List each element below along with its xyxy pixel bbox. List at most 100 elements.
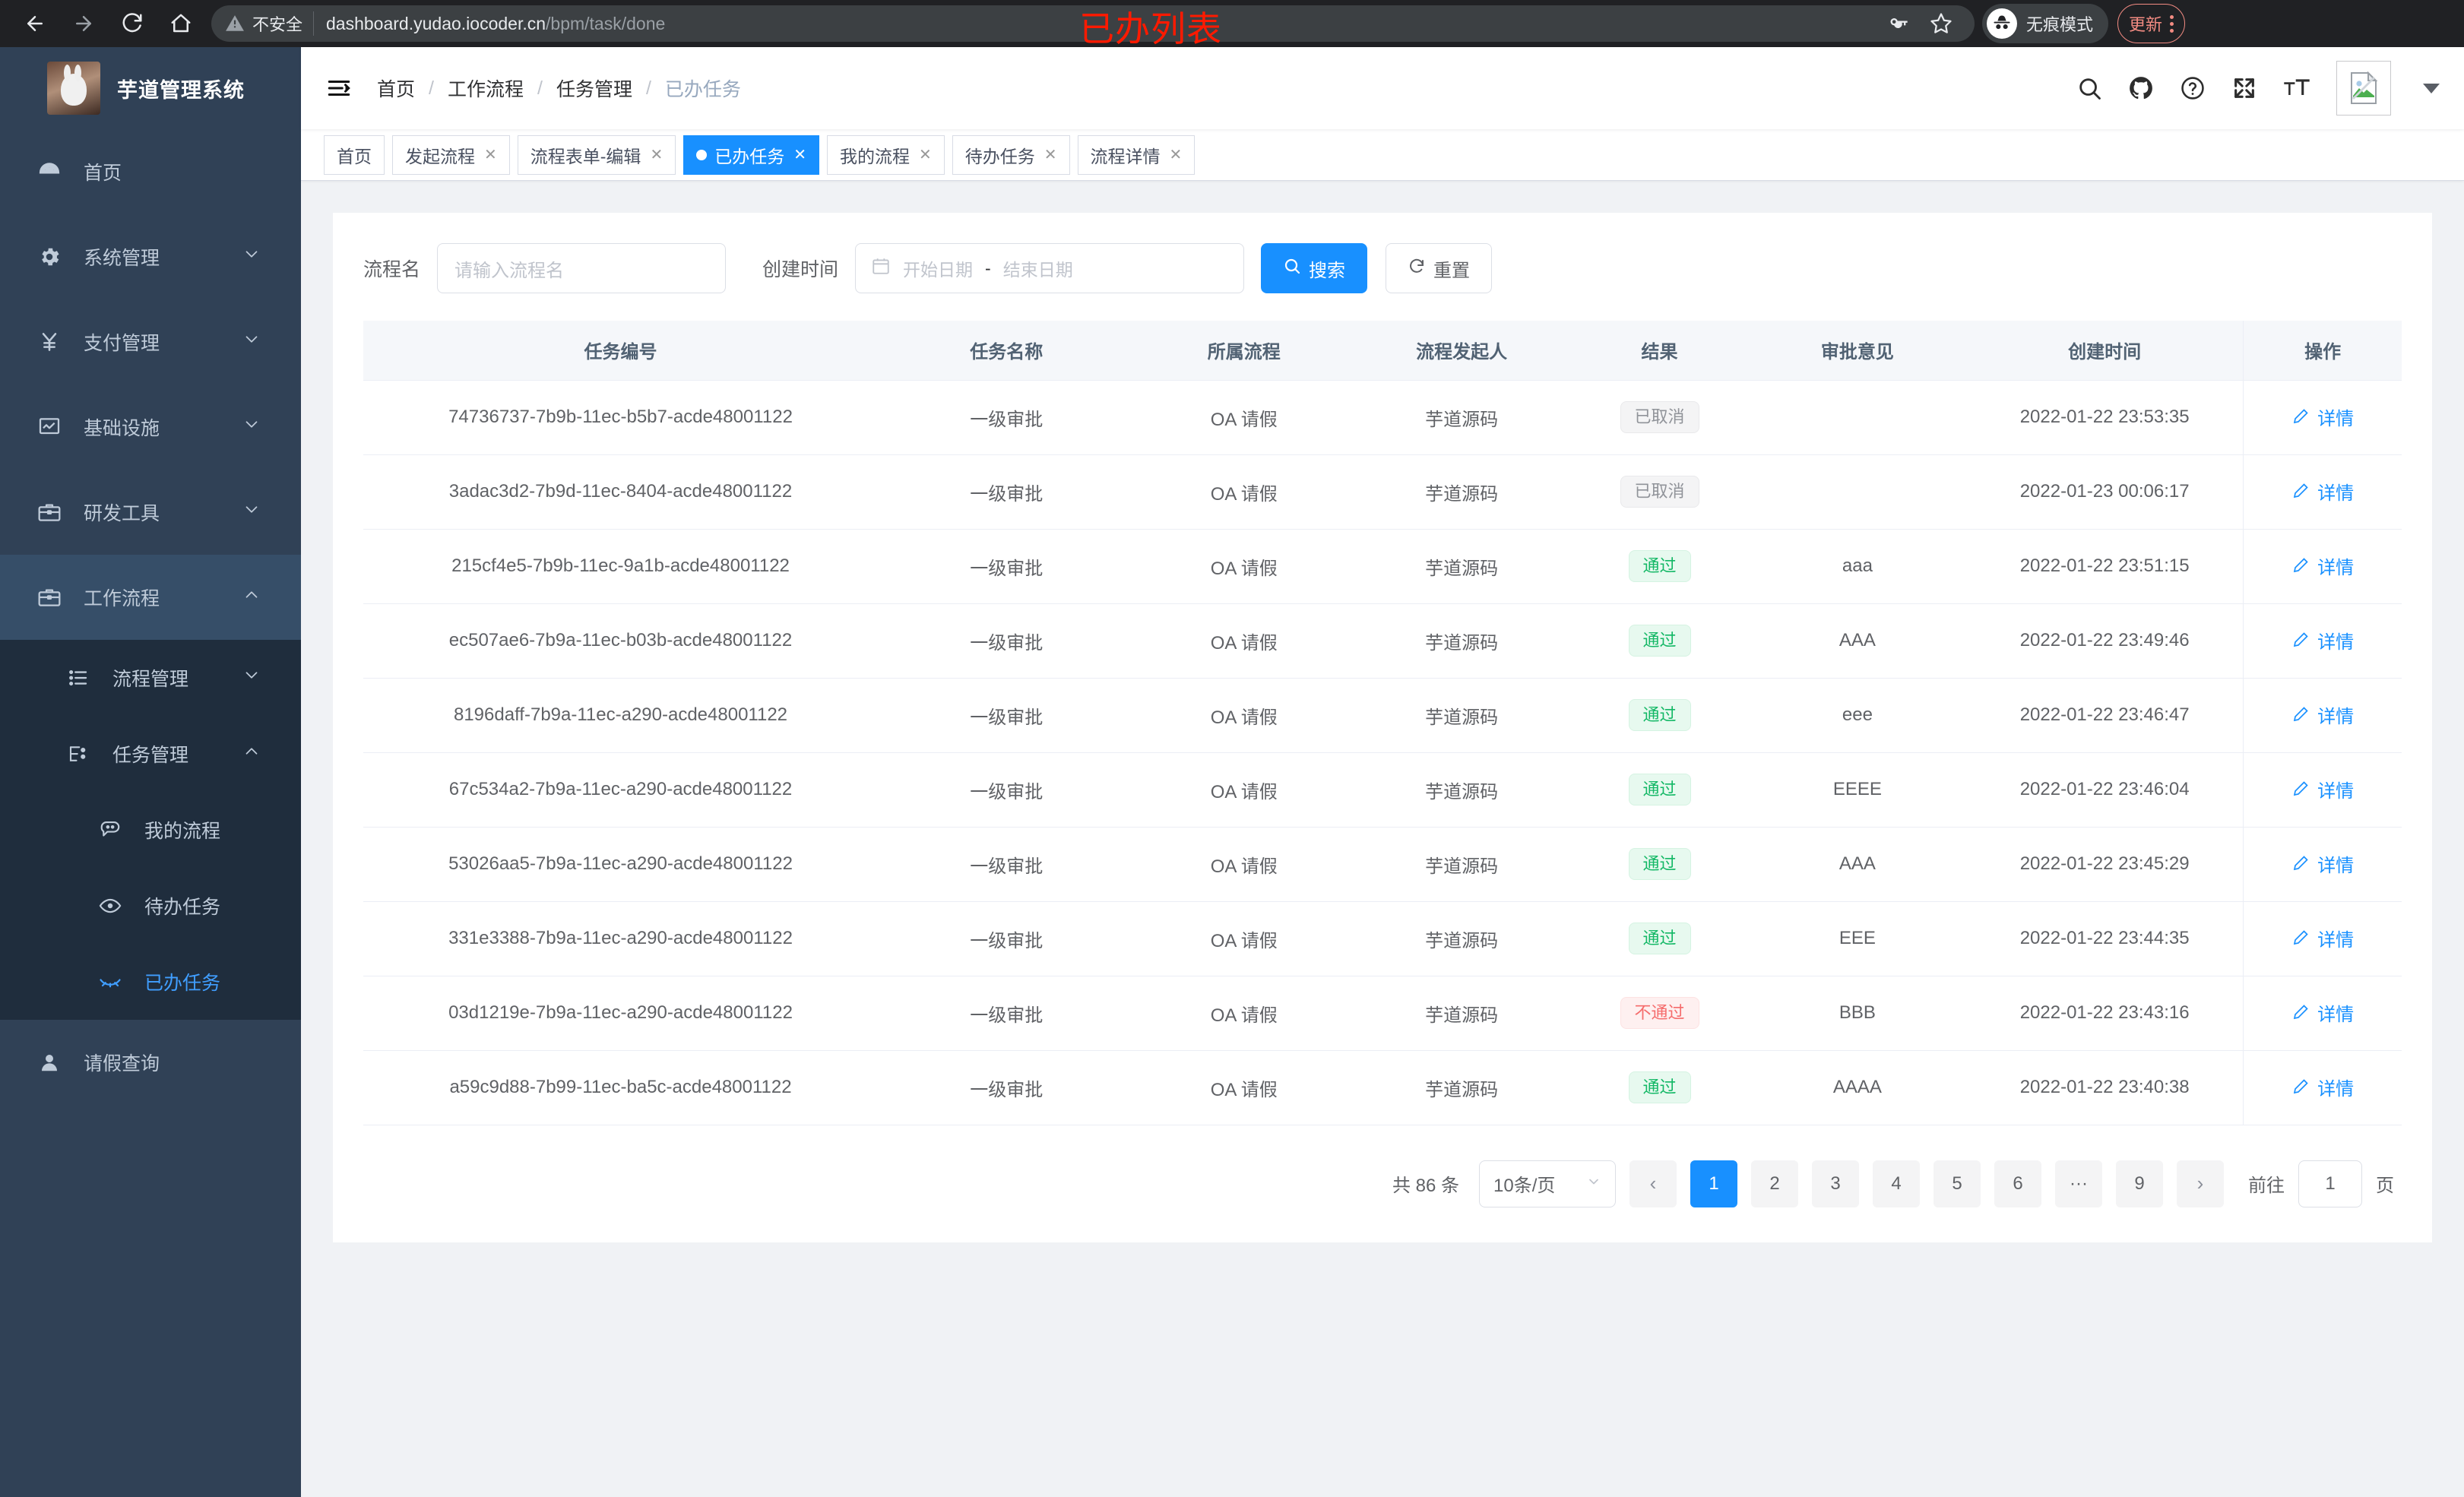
breadcrumb-separator: / [429,77,434,99]
sidebar-item-payment[interactable]: 支付管理 [0,299,301,385]
star-icon[interactable] [1921,4,1961,43]
tab-label: 我的流程 [839,146,910,166]
breadcrumb-item-task-manage[interactable]: 任务管理 [556,79,632,100]
sidebar-item-task-manage[interactable]: 任务管理 [0,716,301,792]
process-name-input[interactable]: 请输入流程名 [437,243,727,293]
chevron-down-icon [242,500,261,525]
create-time-range-picker[interactable]: 开始日期 - 结束日期 [855,243,1245,293]
sidebar-item-infrastructure[interactable]: 基础设施 [0,385,301,470]
detail-button[interactable]: 详情 [2291,627,2354,654]
table-row[interactable]: 74736737-7b9b-11ec-b5b7-acde48001122 一级审… [363,380,2402,455]
sidebar-item-devtools[interactable]: 研发工具 [0,470,301,555]
kebab-menu-icon[interactable] [2170,14,2174,33]
sidebar-item-process-manage[interactable]: 流程管理 [0,640,301,716]
incognito-indicator[interactable]: 无痕模式 [1982,4,2109,43]
table-row[interactable]: a59c9d88-7b99-11ec-ba5c-acde48001122 一级审… [363,1050,2402,1125]
pagination-jump-input[interactable]: 1 [2298,1160,2362,1207]
close-icon[interactable]: ✕ [793,146,806,163]
forward-arrow-icon[interactable] [62,2,105,45]
detail-button[interactable]: 详情 [2291,850,2354,877]
back-arrow-icon[interactable] [14,2,56,45]
search-button[interactable]: 搜索 [1261,243,1368,293]
table-row[interactable]: 53026aa5-7b9a-11ec-a290-acde48001122 一级审… [363,827,2402,902]
pagination-page-1[interactable]: 1 [1690,1160,1737,1207]
help-circle-icon[interactable] [2180,75,2206,101]
active-dot-icon [696,149,708,160]
pagination-page-5[interactable]: 5 [1934,1160,1981,1207]
detail-button[interactable]: 详情 [2291,776,2354,802]
pagination: 共 86 条 10条/页 ‹ 1 2 3 4 5 6 ··· 9 [363,1125,2402,1242]
edit-pencil-icon [2293,781,2308,796]
detail-label: 详情 [2317,483,2355,504]
detail-button[interactable]: 详情 [2291,701,2354,728]
detail-button[interactable]: 详情 [2291,478,2354,505]
tab-start-process[interactable]: 发起流程 ✕ [392,135,510,175]
sidebar-item-label: 支付管理 [84,333,160,354]
table-row[interactable]: 67c534a2-7b9a-11ec-a290-acde48001122 一级审… [363,752,2402,828]
hamburger-icon[interactable] [322,75,356,101]
breadcrumb-item-home[interactable]: 首页 [377,79,416,100]
table-row[interactable]: 3adac3d2-7b9d-11ec-8404-acde48001122 一级审… [363,454,2402,530]
tab-my-process[interactable]: 我的流程 ✕ [826,135,945,175]
home-icon[interactable] [160,2,202,45]
tab-done-task[interactable]: 已办任务 ✕ [683,135,819,175]
close-icon[interactable]: ✕ [484,146,497,163]
status-badge: 通过 [1628,698,1691,732]
table-head: 任务编号 任务名称 所属流程 流程发起人 结果 审批意见 创建时间 操作 [363,321,2402,381]
detail-button[interactable]: 详情 [2291,999,2354,1026]
avatar[interactable] [2336,61,2391,116]
chevron-down-icon[interactable] [2423,83,2440,93]
detail-button[interactable]: 详情 [2291,1074,2354,1100]
sidebar-item-home[interactable]: 首页 [0,129,301,214]
sidebar-item-my-process[interactable]: 我的流程 [0,792,301,868]
pagination-ellipsis[interactable]: ··· [2055,1160,2102,1207]
detail-button[interactable]: 详情 [2291,552,2354,579]
sidebar-item-system[interactable]: 系统管理 [0,214,301,299]
tab-todo-task[interactable]: 待办任务 ✕ [952,135,1070,175]
tab-process-detail[interactable]: 流程详情 ✕ [1077,135,1196,175]
tab-label: 已办任务 [714,146,785,166]
edit-pencil-icon [2293,1005,2308,1020]
sidebar-item-todo-task[interactable]: 待办任务 [0,868,301,944]
sidebar-item-leave-query[interactable]: 请假查询 [0,1020,301,1105]
close-icon[interactable]: ✕ [650,146,664,163]
key-icon[interactable] [1879,4,1918,43]
reset-button[interactable]: 重置 [1386,243,1493,293]
sidebar-item-label: 研发工具 [84,503,160,524]
page-size-select[interactable]: 10条/页 [1479,1160,1616,1207]
table-row[interactable]: ec507ae6-7b9a-11ec-b03b-acde48001122 一级审… [363,603,2402,679]
close-icon[interactable]: ✕ [1044,146,1057,163]
update-button[interactable]: 更新 [2117,4,2186,43]
sidebar-item-workflow[interactable]: 工作流程 [0,555,301,640]
fullscreen-icon[interactable] [2231,75,2257,101]
pagination-page-3[interactable]: 3 [1812,1160,1859,1207]
sidebar-logo[interactable]: 芋道管理系统 [0,47,301,129]
table-row[interactable]: 331e3388-7b9a-11ec-a290-acde48001122 一级审… [363,901,2402,976]
detail-button[interactable]: 详情 [2291,925,2354,951]
cell-comment: eee [1748,678,1967,753]
cell-result: 通过 [1570,827,1749,902]
breadcrumb-item-workflow[interactable]: 工作流程 [447,79,524,100]
tab-home[interactable]: 首页 [324,135,385,175]
table-row[interactable]: 215cf4e5-7b9b-11ec-9a1b-acde48001122 一级审… [363,529,2402,604]
close-icon[interactable]: ✕ [1169,146,1183,163]
tags-view: 首页 发起流程 ✕ 流程表单-编辑 ✕ 已办任务 ✕ 我的流程 ✕ 待办任务 ✕ [301,129,2464,181]
table-row[interactable]: 03d1219e-7b9a-11ec-a290-acde48001122 一级审… [363,976,2402,1051]
cell-process: OA 请假 [1135,678,1353,753]
sidebar-item-done-task[interactable]: 已办任务 [0,944,301,1020]
pagination-page-6[interactable]: 6 [1994,1160,2041,1207]
pagination-prev-button[interactable]: ‹ [1629,1160,1677,1207]
pagination-page-9[interactable]: 9 [2116,1160,2163,1207]
pagination-page-2[interactable]: 2 [1751,1160,1798,1207]
search-icon[interactable] [2076,75,2102,101]
reload-icon[interactable] [111,2,154,45]
close-icon[interactable]: ✕ [918,146,932,163]
table-row[interactable]: 8196daff-7b9a-11ec-a290-acde48001122 一级审… [363,678,2402,753]
github-icon[interactable] [2128,75,2154,101]
font-size-icon[interactable] [2283,75,2310,101]
pagination-next-button[interactable]: › [2177,1160,2224,1207]
address-bar[interactable]: 不安全 dashboard.yudao.iocoder.cn/bpm/task/… [211,5,1975,42]
pagination-page-4[interactable]: 4 [1873,1160,1920,1207]
tab-process-form-edit[interactable]: 流程表单-编辑 ✕ [517,135,676,175]
detail-button[interactable]: 详情 [2291,404,2354,430]
